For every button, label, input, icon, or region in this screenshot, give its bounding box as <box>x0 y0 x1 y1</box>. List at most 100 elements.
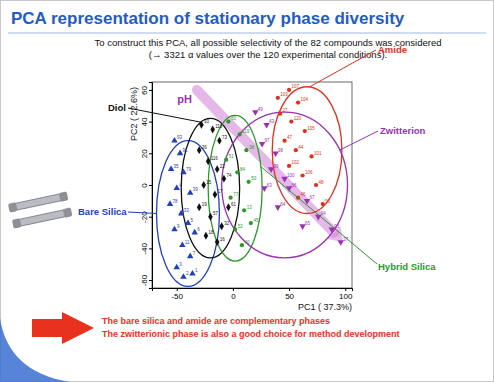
point-label: 15 <box>206 180 212 185</box>
point-label: 57 <box>213 211 219 216</box>
point-label: 103 <box>280 92 288 97</box>
point-label: 13 <box>247 205 253 210</box>
point <box>314 183 318 187</box>
point <box>226 120 230 124</box>
point-label: 9 <box>177 224 180 229</box>
x-tick-mark <box>289 288 290 291</box>
point-label: 49 <box>258 107 264 112</box>
column-icon <box>8 191 69 212</box>
x-axis-line <box>153 289 353 292</box>
group-label: Zwitterion <box>380 125 426 136</box>
point-label: 3 <box>179 262 182 267</box>
point-label: 93 <box>177 135 183 140</box>
plot-area <box>156 87 347 287</box>
point-label: 77 <box>233 192 239 197</box>
x-axis-title: PC1 ( 37.3%) <box>298 302 352 312</box>
group-connector <box>261 167 377 264</box>
note: The bare silica and amide are complement… <box>102 316 330 326</box>
note-arrow <box>32 312 94 344</box>
point-label: 33 <box>184 208 190 213</box>
y-tick-label: 0 <box>140 183 149 188</box>
point-label: 51 <box>229 154 235 159</box>
point-label: 67 <box>310 195 316 200</box>
x-axis: -50050100 <box>153 288 353 301</box>
x-tick-label: 0 <box>231 292 236 301</box>
point-label: 27 <box>283 108 289 113</box>
point-label: 5 <box>190 218 193 223</box>
point <box>240 243 244 247</box>
group-connector <box>128 212 156 214</box>
point-label: 19 <box>202 202 208 207</box>
group-label: Hybrid Silica <box>378 261 436 272</box>
group-connector <box>310 50 376 87</box>
y-tick: 60 <box>140 85 152 94</box>
point-label: 6 <box>197 227 200 232</box>
y-tick-mark <box>149 153 152 154</box>
point <box>282 139 286 143</box>
group-ellipse <box>181 118 239 257</box>
point-label: 105 <box>307 126 315 131</box>
group-label: Diol <box>108 102 126 113</box>
y-tick: -60 <box>140 274 152 286</box>
point <box>278 112 282 116</box>
point-label: 38 <box>249 145 255 150</box>
group-label: Amide <box>378 44 407 55</box>
x-tick: -50 <box>171 288 183 301</box>
slide: PCA representation of stationary phase d… <box>0 0 494 382</box>
point-label: 63 <box>267 183 273 188</box>
point-label: 50 <box>251 176 257 181</box>
x-tick-mark <box>233 288 234 291</box>
point-labels: 9391357943978335961173211011873261162274… <box>172 84 348 276</box>
point-label: 91 <box>183 148 189 153</box>
title: PCA representation of stationary phase d… <box>11 9 405 28</box>
point-label: 46 <box>301 192 307 197</box>
point-label: 52 <box>238 224 244 229</box>
y-tick: 40 <box>140 117 152 126</box>
group-labels: Bare SilicaDiolHybrid SilicaAmideZwitter… <box>78 44 436 272</box>
point-label: 17 <box>217 189 223 194</box>
point-label: 32 <box>224 221 230 226</box>
group-ellipse <box>208 115 262 261</box>
point-label: 73 <box>222 135 228 140</box>
y-tick-label: 40 <box>140 117 149 126</box>
y-tick-mark <box>149 122 152 123</box>
x-tick: 0 <box>231 288 236 301</box>
point-label: 60 <box>231 116 237 121</box>
point-label: 74 <box>226 173 232 178</box>
point-label: 2 <box>186 271 189 276</box>
point-label: 64 <box>280 202 286 207</box>
y-tick-label: -40 <box>140 243 149 255</box>
point-label: 78 <box>172 199 178 204</box>
point <box>224 158 228 162</box>
point-label: 40 <box>244 240 250 245</box>
point-label: 47 <box>287 135 293 140</box>
subtitle: (→ 3321 α values over the 120 experiment… <box>149 49 387 60</box>
group-ellipse <box>272 87 342 214</box>
plot-frame <box>152 82 352 288</box>
point-label: 66 <box>292 183 298 188</box>
x-tick-mark <box>177 288 178 291</box>
point-label: 101 <box>314 151 322 156</box>
y-tick-label: -60 <box>140 274 149 286</box>
point-label: 16 <box>220 237 226 242</box>
point-label: 1 <box>195 268 198 273</box>
point <box>289 120 293 124</box>
point-label: 100 <box>287 173 295 178</box>
point-label: 99 <box>274 164 280 169</box>
point <box>296 100 300 104</box>
point-label: 56 <box>325 199 331 204</box>
point-label: 39 <box>193 187 199 192</box>
point-label: 118 <box>215 124 223 129</box>
point <box>229 196 233 200</box>
column-body <box>12 193 64 211</box>
point-label: 65 <box>305 221 311 226</box>
y-axis-line <box>149 83 153 289</box>
point-label: 84 <box>240 167 246 172</box>
x-tick-label: 100 <box>339 292 353 301</box>
point-label: 107 <box>292 84 300 89</box>
y-tick-mark <box>149 90 152 91</box>
point <box>294 148 298 152</box>
point-label: 61 <box>231 202 237 207</box>
point <box>321 202 325 206</box>
point <box>249 221 253 225</box>
